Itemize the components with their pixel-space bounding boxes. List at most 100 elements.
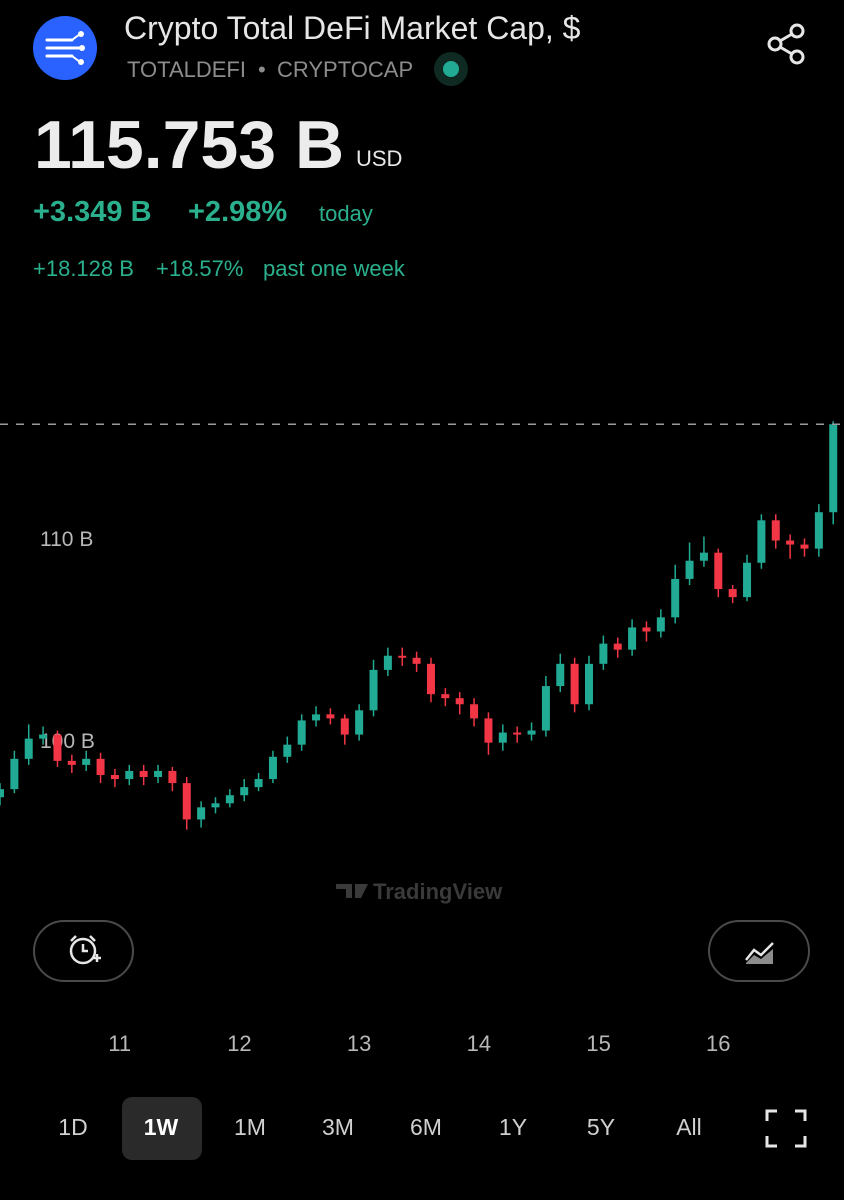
fullscreen-button[interactable] [765, 1109, 807, 1148]
candle-body [455, 698, 464, 705]
candle-body [800, 544, 809, 549]
separator: • [258, 57, 266, 82]
candle-body [743, 562, 752, 598]
candle-body [613, 643, 622, 650]
candle-body [757, 520, 766, 563]
candle-body [225, 795, 234, 804]
candle-body [714, 552, 723, 590]
timeframe-button[interactable]: 1Y [499, 1114, 527, 1140]
timeframe-button[interactable]: All [676, 1114, 702, 1140]
candle-body [139, 770, 148, 778]
timeframe-button[interactable]: 1D [58, 1114, 87, 1140]
timeframe-bar: 1D 1W 1M 3M 6M 1Y 5Y All [58, 1114, 701, 1140]
candle-body [168, 770, 177, 784]
market-status [434, 52, 468, 86]
change-week-pct: +18.57% [156, 256, 243, 281]
x-tick-label: 13 [347, 1031, 371, 1056]
candle-body [656, 617, 665, 632]
candle-body [699, 552, 708, 561]
alert-button[interactable] [33, 920, 134, 982]
candle-body [412, 657, 421, 664]
indicators-button[interactable] [708, 920, 810, 982]
x-tick-label: 14 [467, 1031, 491, 1056]
week-label: past one week [263, 256, 406, 281]
candle-body [369, 669, 378, 711]
candle-body [340, 718, 349, 735]
candle-body [67, 760, 76, 765]
symbol-logo [33, 16, 97, 80]
watermark-text: TradingView [373, 879, 503, 904]
candle-body [642, 627, 651, 632]
candle-body [312, 714, 321, 721]
candle-body [556, 663, 565, 687]
candle-body [829, 424, 838, 513]
candle-body [814, 512, 823, 549]
change-week: +18.128 B [33, 256, 134, 281]
last-price: 115.753 B [34, 107, 344, 183]
candle-body [53, 734, 62, 761]
y-tick-label: 110 B [40, 528, 93, 551]
x-tick-label: 12 [227, 1031, 251, 1056]
candle-body [154, 770, 163, 778]
candle-body [771, 520, 780, 541]
timeframe-button[interactable]: 5Y [587, 1114, 615, 1140]
watermark: TradingView [336, 879, 503, 904]
candle-body [585, 663, 594, 705]
candle-body [498, 732, 507, 743]
candle-body [254, 779, 263, 788]
candle-body [728, 589, 737, 598]
symbol-title: Crypto Total DeFi Market Cap, $ [124, 10, 581, 46]
chart: 100 B 110 B 11 12 13 14 15 16 [0, 421, 844, 1056]
candle-body [39, 734, 48, 739]
candle-body [0, 789, 4, 798]
candle-body [24, 738, 33, 759]
candle-body [125, 770, 134, 780]
candle-body [283, 744, 292, 757]
share-button[interactable] [767, 23, 805, 65]
timeframe-selected-bg [122, 1097, 202, 1160]
candle-body [441, 694, 450, 699]
timeframe-button[interactable]: 6M [410, 1114, 442, 1140]
candle-body [685, 560, 694, 579]
y-tick-label: 100 B [40, 730, 95, 753]
candle-body [355, 710, 364, 735]
timeframe-button[interactable]: 1M [234, 1114, 266, 1140]
candle-body [470, 704, 479, 719]
candle-body [513, 732, 522, 735]
candle-body [240, 787, 249, 796]
candle-body [383, 655, 392, 670]
x-tick-label: 16 [706, 1031, 730, 1056]
candle-body [628, 627, 637, 650]
symbol-ticker: TOTALDEFI [127, 57, 246, 82]
candle-body [297, 720, 306, 745]
candle-body [211, 803, 220, 808]
candle-body [268, 756, 277, 780]
x-tick-label: 15 [586, 1031, 610, 1056]
candle-body [96, 758, 105, 775]
candle-body [182, 783, 191, 820]
change-today-pct: +2.98% [188, 196, 287, 228]
today-label: today [319, 201, 373, 226]
x-tick-label: 11 [108, 1031, 131, 1056]
timeframe-button[interactable]: 1W [144, 1114, 179, 1140]
currency: USD [356, 146, 402, 171]
candle-body [570, 663, 579, 705]
candle-body [786, 540, 795, 545]
candle-body [82, 758, 91, 765]
candle-body [398, 655, 407, 658]
candle-body [326, 714, 335, 719]
candle-body [10, 758, 19, 790]
change-today: +3.349 B [33, 196, 152, 228]
candle-body [541, 686, 550, 731]
candle-body [527, 730, 536, 735]
candle-body [426, 663, 435, 695]
candle-body [197, 807, 206, 820]
candle-body [484, 718, 493, 743]
candle-body [599, 643, 608, 664]
timeframe-button[interactable]: 3M [322, 1114, 354, 1140]
exchange: CRYPTOCAP [277, 57, 413, 82]
candle-body [671, 578, 680, 618]
